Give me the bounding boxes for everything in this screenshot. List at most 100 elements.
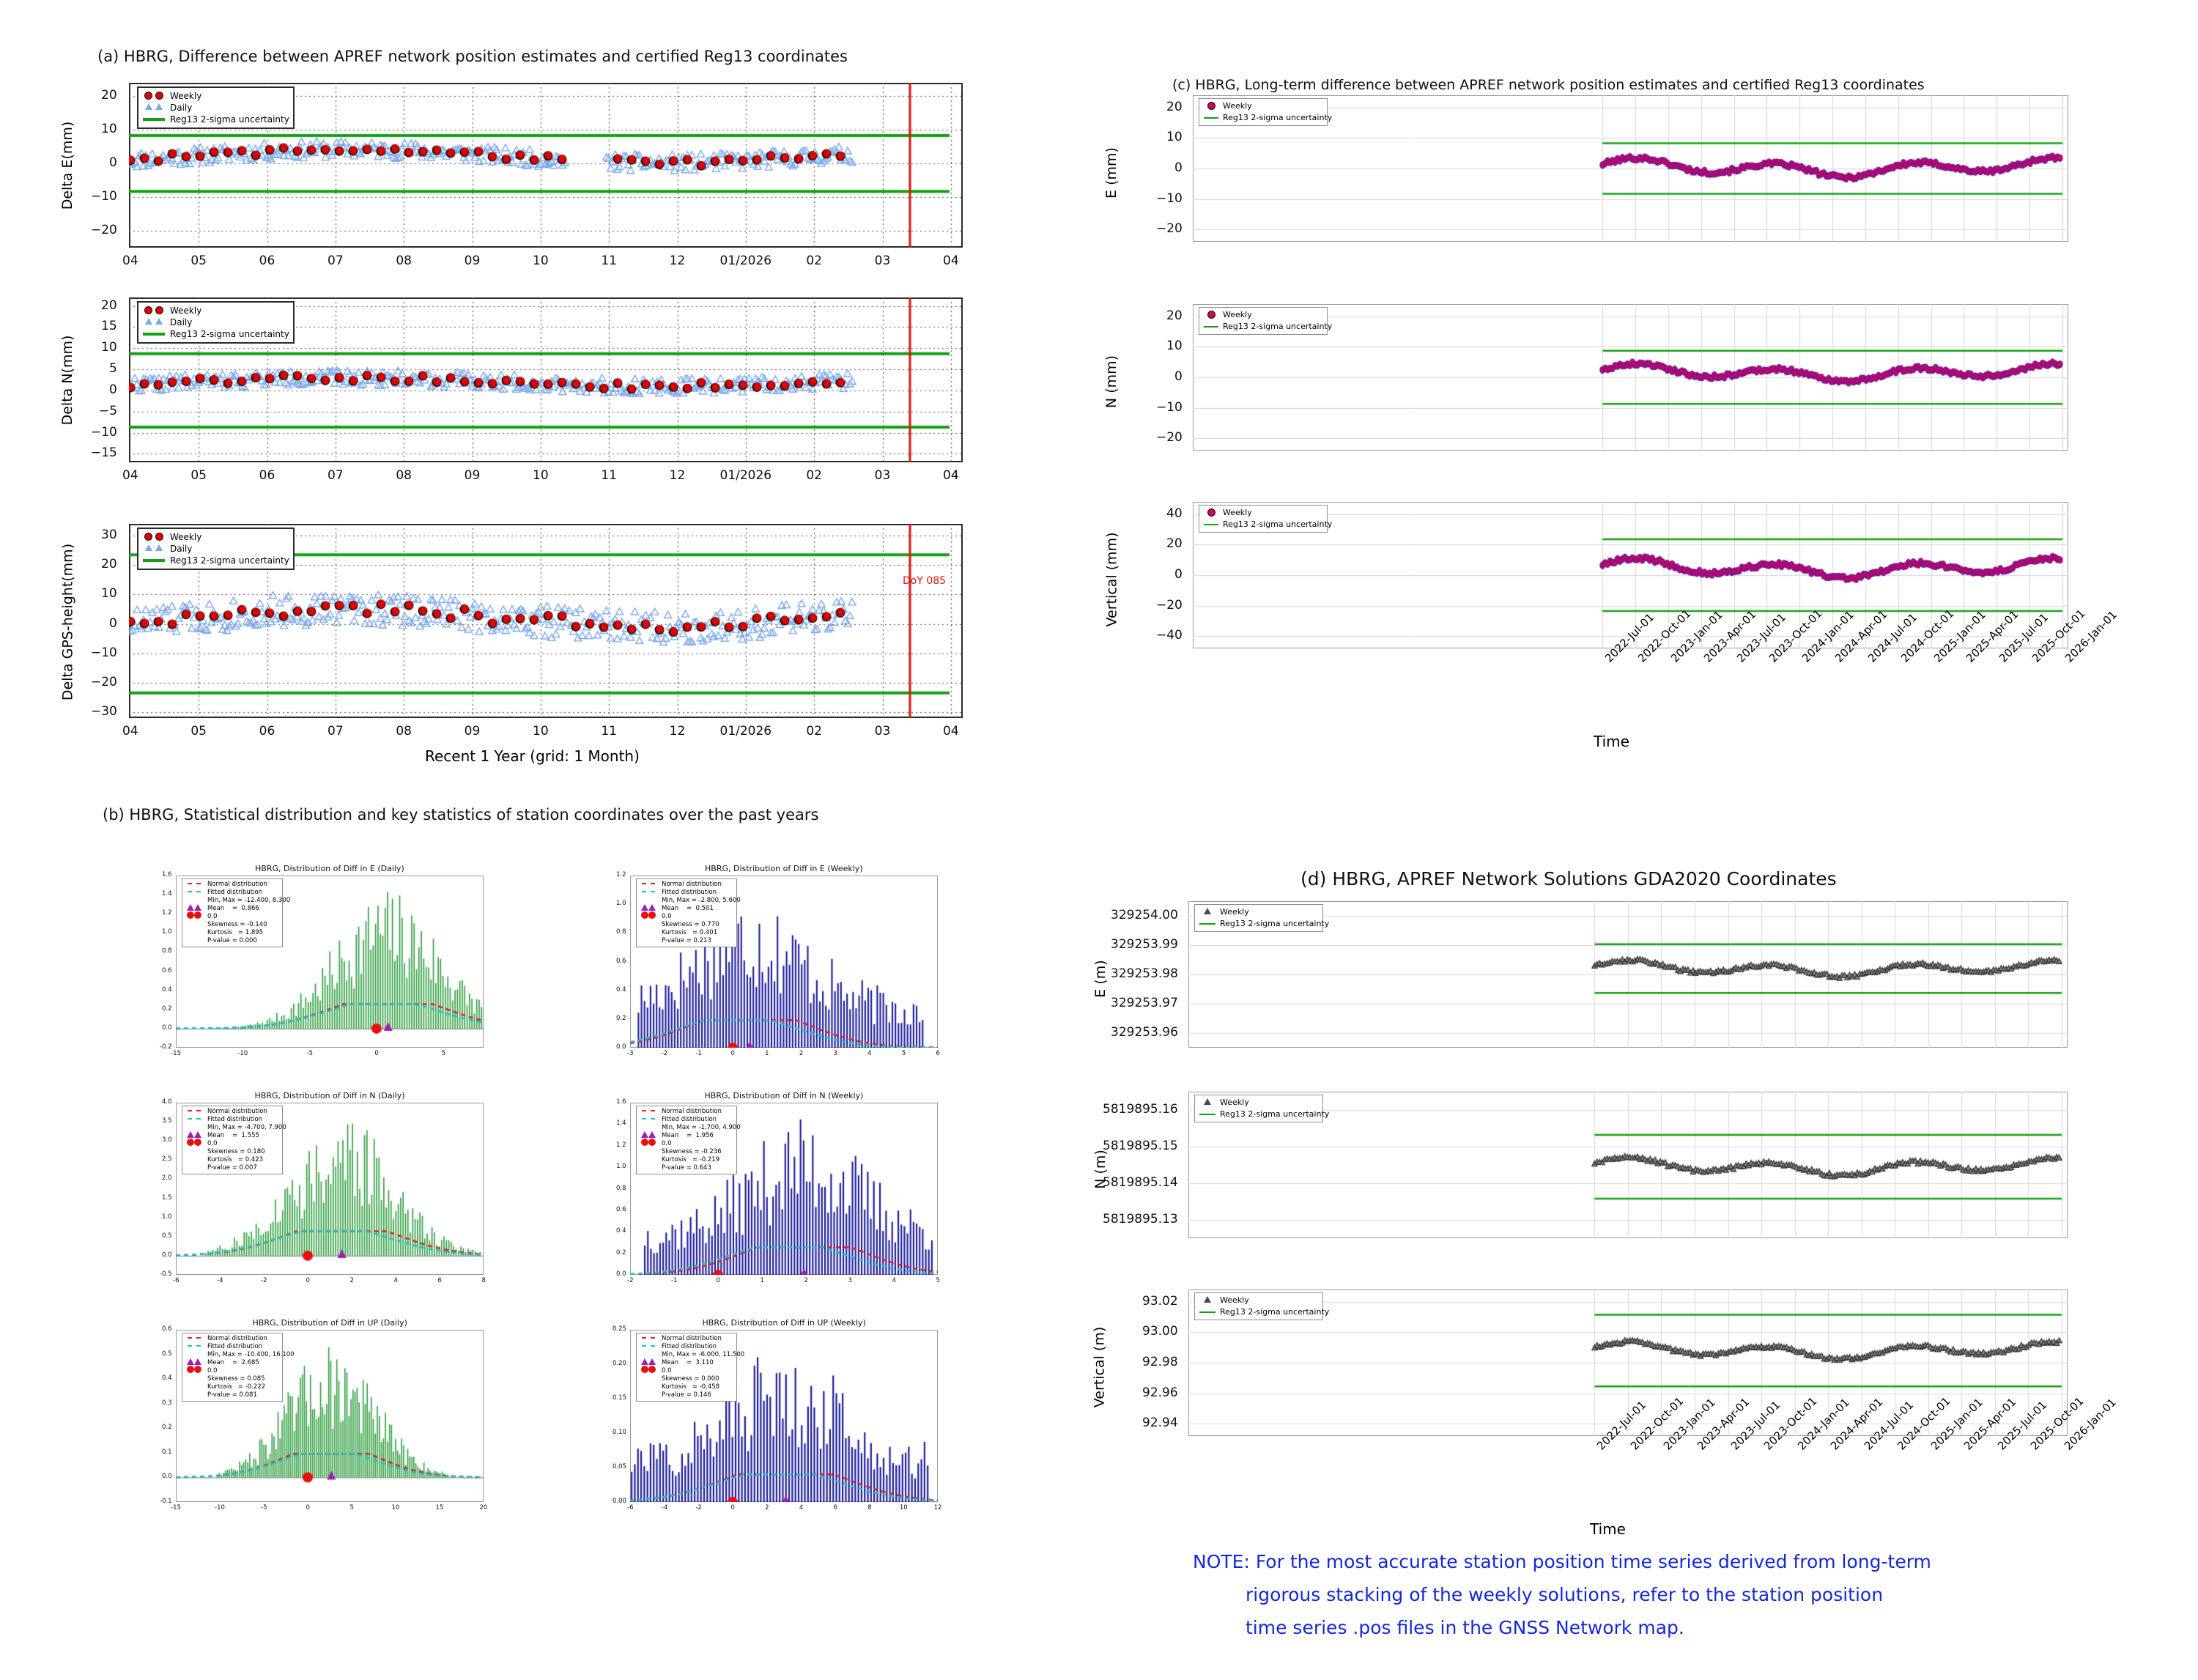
axis-tick-label: -0.2 xyxy=(160,1043,172,1051)
axis-tick-label: 1 xyxy=(760,1277,764,1284)
panel-b-title: (b) HBRG, Statistical distribution and k… xyxy=(103,806,819,824)
panel-a-xlabel: Recent 1 Year (grid: 1 Month) xyxy=(425,747,640,765)
axis-tick-label: -4 xyxy=(661,1504,668,1511)
axis-tick-label: 3 xyxy=(833,1050,837,1057)
axis-tick-label: 1.0 xyxy=(162,928,172,936)
axis-tick-label: 20 xyxy=(101,557,117,572)
fitted-dist-icon xyxy=(639,1116,658,1124)
axis-tick-label: 1.0 xyxy=(162,1213,172,1221)
panel-d-up-ylabel: Vertical (m) xyxy=(1091,1326,1108,1408)
axis-tick-label: 329254.00 xyxy=(1111,908,1178,922)
axis-tick-label: 0.5 xyxy=(162,1232,172,1240)
axis-tick-label: 01/2026 xyxy=(719,468,772,483)
panel-c-up-canvas xyxy=(1193,502,2068,648)
axis-tick-label: 0.0 xyxy=(162,1024,172,1032)
axis-tick-label: 6 xyxy=(936,1050,940,1057)
axis-tick-label: 1.2 xyxy=(616,871,626,878)
histogram-title: HBRG, Distribution of Diff in UP (Weekly… xyxy=(702,1318,866,1328)
weekly-marker-icon xyxy=(141,530,166,544)
axis-tick-label: 5819895.16 xyxy=(1103,1102,1178,1117)
axis-tick-label: 329253.97 xyxy=(1111,996,1178,1010)
axis-tick-label: 2.5 xyxy=(162,1155,172,1163)
axis-tick-label: 10 xyxy=(101,122,117,137)
zero-marker-icon xyxy=(185,1139,204,1149)
axis-tick-label: -2 xyxy=(695,1504,702,1511)
panel-c-e-canvas xyxy=(1193,95,2068,242)
axis-tick-label: −30 xyxy=(91,703,117,719)
axis-tick-label: 04 xyxy=(122,724,138,739)
axis-tick-label: 08 xyxy=(396,254,412,268)
axis-tick-label: 1 xyxy=(765,1050,769,1057)
histogram-stats-legend: Normal distribution Fitted distribution Mi… xyxy=(636,1106,741,1174)
normal-dist-icon xyxy=(639,1108,658,1116)
axis-tick-label: 5 xyxy=(349,1504,354,1511)
axis-tick-label: 02 xyxy=(806,724,822,739)
axis-tick-label: 2 xyxy=(804,1277,808,1284)
fitted-dist-icon xyxy=(185,1343,204,1351)
panel-a-e-ylabel: Delta E(mm) xyxy=(59,121,75,210)
panel-d-n-canvas xyxy=(1188,1092,2068,1238)
axis-tick-label: 1.5 xyxy=(162,1194,172,1202)
axis-tick-label: 11 xyxy=(601,724,617,739)
panel-d-up-legend: Weekly Reg13 2-sigma uncertainty xyxy=(1194,1292,1329,1320)
sigma-line-icon xyxy=(141,554,166,567)
histogram-stats-legend: Normal distribution Fitted distribution Mi… xyxy=(182,1333,295,1402)
sigma-line-icon xyxy=(141,328,166,341)
axis-tick-label: 1.2 xyxy=(162,909,172,917)
axis-tick-label: 0.0 xyxy=(616,1043,626,1051)
weekly-marker-icon xyxy=(1199,1295,1216,1306)
histogram-title: HBRG, Distribution of Diff in E (Weekly) xyxy=(705,864,863,873)
axis-tick-label: -10 xyxy=(215,1504,225,1511)
axis-tick-label: 0.6 xyxy=(616,1205,626,1213)
mean-marker-icon xyxy=(639,903,658,914)
histogram-stats-legend: Normal distribution Fitted distribution Mi… xyxy=(636,878,741,947)
axis-tick-label: 92.94 xyxy=(1142,1416,1178,1431)
axis-tick-label: 04 xyxy=(943,724,959,739)
axis-tick-label: 07 xyxy=(328,724,344,739)
axis-tick-label: 20 xyxy=(101,297,117,313)
fitted-dist-icon xyxy=(639,889,658,897)
axis-tick-label: -10 xyxy=(237,1050,248,1057)
axis-tick-label: 0.0 xyxy=(162,1473,172,1481)
axis-tick-label: 0 xyxy=(109,155,117,171)
daily-marker-icon xyxy=(141,101,166,114)
axis-tick-label: 12 xyxy=(669,724,686,739)
axis-tick-label: 93.02 xyxy=(1142,1293,1178,1309)
axis-tick-label: 5 xyxy=(441,1050,446,1057)
normal-dist-icon xyxy=(185,1108,204,1116)
weekly-marker-icon xyxy=(1199,907,1216,918)
axis-tick-label: 0 xyxy=(730,1504,735,1511)
axis-tick-label: 09 xyxy=(464,724,481,739)
axis-tick-label: 0 xyxy=(730,1050,735,1057)
axis-tick-label: 0.2 xyxy=(162,1424,172,1432)
sigma-line-icon xyxy=(1203,322,1219,333)
axis-tick-label: 2 xyxy=(799,1050,804,1057)
axis-tick-label: 06 xyxy=(259,254,275,268)
axis-tick-label: 40 xyxy=(1166,506,1183,521)
axis-tick-label: 11 xyxy=(601,254,617,268)
axis-tick-label: 2.0 xyxy=(162,1174,172,1183)
axis-tick-label: 0.8 xyxy=(616,928,626,936)
axis-tick-label: 0.10 xyxy=(613,1429,626,1436)
panel-d-e-ylabel: E (m) xyxy=(1092,960,1109,998)
axis-tick-label: 0.1 xyxy=(162,1448,172,1456)
axis-tick-label: 0.05 xyxy=(613,1463,626,1470)
axis-tick-label: 10 xyxy=(391,1504,400,1511)
axis-tick-label: 3.5 xyxy=(162,1117,172,1125)
histogram-stats-legend: Normal distribution Fitted distribution Mi… xyxy=(182,878,290,947)
axis-tick-label: 20 xyxy=(101,88,117,103)
weekly-marker-icon xyxy=(1203,310,1219,321)
axis-tick-label: 8 xyxy=(481,1277,486,1284)
sigma-line-icon xyxy=(1203,519,1219,530)
zero-marker-icon xyxy=(639,1139,658,1149)
axis-tick-label: 92.98 xyxy=(1142,1355,1178,1369)
axis-tick-label: 0 xyxy=(109,615,117,631)
doy-annotation: DoY 085 xyxy=(903,575,947,587)
axis-tick-label: 4 xyxy=(799,1504,804,1511)
axis-tick-label: -4 xyxy=(217,1277,223,1284)
axis-tick-label: -5 xyxy=(306,1050,314,1057)
axis-tick-label: 20 xyxy=(479,1504,488,1511)
axis-tick-label: 0.6 xyxy=(616,957,626,965)
axis-tick-label: 5 xyxy=(936,1277,940,1284)
histogram-title: HBRG, Distribution of Diff in UP (Daily) xyxy=(252,1318,407,1328)
